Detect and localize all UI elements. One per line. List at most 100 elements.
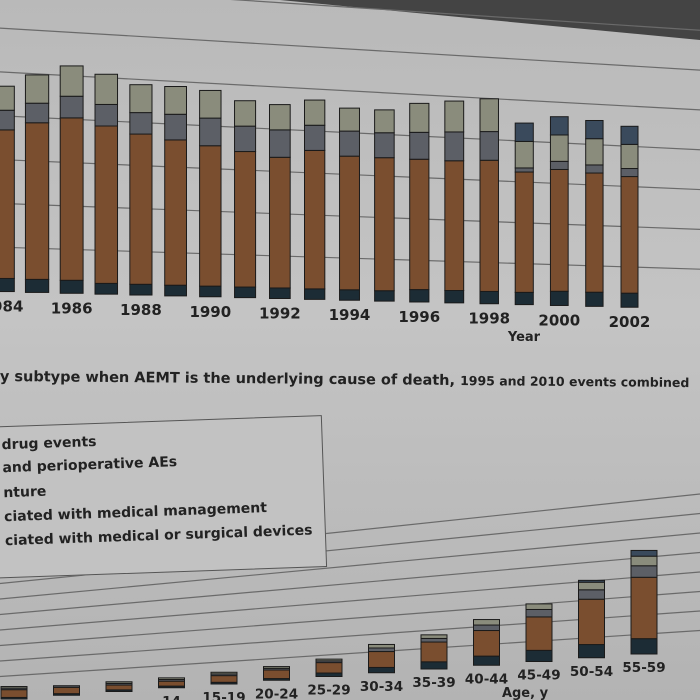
top-bar-segment: [199, 285, 222, 298]
top-x-tick-label: 1992: [259, 304, 301, 322]
bottom-chart-title-suffix: 1995 and 2010 events combined: [460, 373, 690, 391]
top-bar-segment: [269, 287, 291, 299]
top-bar-segment: [620, 125, 639, 145]
bottom-bar-segment: [525, 608, 553, 618]
bottom-bar-segment: [473, 655, 500, 666]
top-bar-segment: [444, 131, 465, 162]
top-bar-segment: [479, 290, 499, 305]
top-x-tick-label: 1996: [398, 308, 440, 326]
legend: drug events and perioperative AEs nture …: [0, 415, 328, 579]
top-bar-segment: [59, 117, 84, 281]
bottom-bar-segment: [525, 649, 553, 662]
top-bar-segment: [24, 74, 50, 104]
bottom-bar-segment: [420, 637, 448, 643]
bottom-x-tick-label: 15-19: [202, 690, 245, 700]
bottom-bar-segment: [158, 680, 185, 687]
top-bar-segment: [549, 160, 569, 170]
bottom-x-tick-label: 40-44: [465, 671, 508, 687]
top-bar-segment: [59, 65, 84, 97]
top-bar-segment: [94, 103, 119, 127]
top-bar-segment: [164, 86, 187, 115]
bottom-gridline: [0, 532, 700, 600]
bottom-chart-by-age: 14 15-19 20-24 25-29 30-34 35-39 40-44 45-49 50-…: [0, 493, 700, 700]
top-bar-segment: [444, 100, 465, 133]
top-x-tick-label: 1994: [329, 306, 371, 324]
bottom-gridline: [0, 551, 700, 616]
bottom-bar-segment: [315, 672, 343, 677]
top-bar-segment: [24, 102, 50, 124]
legend-item-5: ciated with medical or surgical devices: [4, 522, 313, 550]
top-bar-segment: [514, 171, 534, 293]
top-bar-segment: [269, 104, 291, 131]
bottom-x-tick-label: 20-24: [255, 686, 298, 700]
legend-item-3: nture: [3, 483, 47, 502]
top-bar-segment: [374, 109, 395, 134]
top-bar-segment: [585, 291, 604, 307]
top-bar-segment: [339, 130, 360, 157]
top-bar-segment: [129, 84, 153, 114]
top-bar-segment: [0, 277, 15, 293]
top-bar-segment: [0, 129, 15, 279]
top-bar-segment: [94, 125, 119, 284]
bottom-bar-segment: [210, 675, 238, 683]
top-bar-segment: [129, 283, 153, 296]
top-bar-segment: [374, 290, 395, 302]
top-bar-segment: [409, 102, 430, 133]
bottom-x-tick-label: 14: [162, 694, 181, 700]
bottom-bar-segment: [263, 666, 290, 669]
bottom-bar-segment: [420, 641, 448, 663]
legend-item-1: drug events: [1, 433, 97, 454]
top-bar-segment: [269, 129, 291, 158]
top-bar-segment: [409, 289, 430, 303]
bottom-x-tick-label: 25-29: [307, 683, 350, 699]
top-bar-segment: [129, 112, 153, 135]
top-x-tick-label: 1988: [120, 301, 162, 319]
top-bar-segment: [620, 292, 639, 308]
top-bar-segment: [94, 282, 119, 295]
bottom-bar-segment: [0, 686, 28, 689]
top-bar-segment: [549, 116, 569, 136]
top-bar-segment: [549, 134, 569, 162]
top-bar-segment: [234, 100, 257, 127]
bottom-bar-segment: [630, 576, 658, 640]
top-bar-segment: [339, 107, 360, 132]
top-bar-segment: [304, 124, 326, 151]
bottom-bar-segment: [0, 689, 28, 698]
top-bar-segment: [59, 95, 84, 119]
top-bar-segment: [0, 109, 15, 131]
bottom-x-tick-label: 30-34: [360, 679, 403, 695]
top-bar-segment: [514, 167, 534, 173]
bottom-bar-segment: [105, 681, 133, 684]
top-bar-segment: [24, 278, 50, 293]
top-bar-segment: [514, 291, 534, 306]
bottom-bar-segment: [263, 669, 290, 680]
bottom-bar-segment: [368, 666, 395, 674]
bottom-bar-segment: [420, 634, 448, 639]
top-bar-segment: [164, 284, 187, 297]
top-bar-segment: [94, 73, 119, 105]
top-bar-segment: [549, 168, 569, 292]
bottom-bar-segment: [53, 685, 80, 688]
top-bar-segment: [164, 113, 187, 141]
top-chart-by-year: 1984 1986 1988 1990 1992 1994 1996 1998 2000 2002…: [0, 0, 700, 345]
top-bar-segment: [269, 156, 291, 289]
bottom-bar-segment: [473, 630, 500, 657]
top-bar-segment: [304, 288, 326, 300]
top-bar-segment: [199, 117, 222, 147]
top-bar-segment: [585, 138, 604, 166]
bottom-bar-segment: [578, 579, 605, 583]
bottom-x-tick-label: 35-39: [412, 675, 455, 691]
bottom-bar-segment: [630, 555, 658, 567]
top-x-tick-label: 1998: [468, 310, 510, 328]
bottom-bar-segment: [578, 644, 605, 659]
top-x-tick-label: 1986: [51, 299, 93, 317]
top-bar-segment: [374, 157, 395, 292]
top-bar-segment: [59, 279, 84, 294]
top-gridline: [230, 0, 700, 31]
top-bar-segment: [374, 132, 395, 159]
top-bar-segment: [479, 159, 499, 292]
top-bar-segment: [620, 176, 639, 294]
bottom-x-axis-title: Age, y: [502, 686, 549, 700]
top-bar-segment: [620, 143, 639, 170]
